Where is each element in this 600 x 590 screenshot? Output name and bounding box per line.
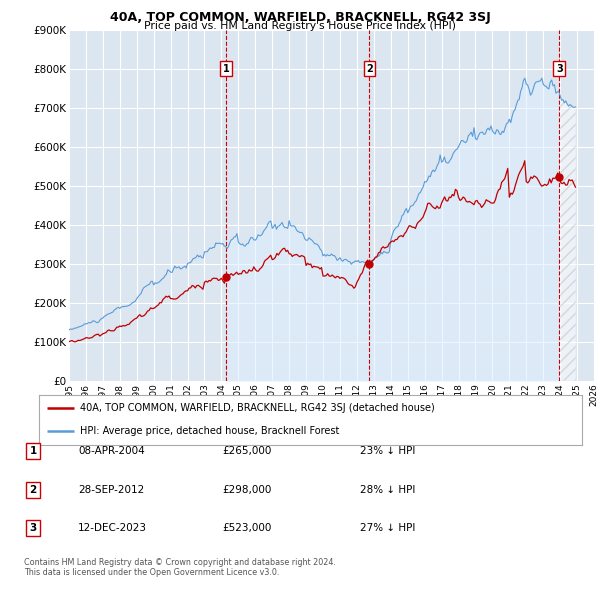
Text: 28-SEP-2012: 28-SEP-2012	[78, 485, 144, 494]
Text: 1: 1	[223, 64, 229, 74]
Text: Contains HM Land Registry data © Crown copyright and database right 2024.
This d: Contains HM Land Registry data © Crown c…	[24, 558, 336, 577]
Text: 1: 1	[29, 447, 37, 456]
Text: £298,000: £298,000	[222, 485, 271, 494]
Text: 40A, TOP COMMON, WARFIELD, BRACKNELL, RG42 3SJ (detached house): 40A, TOP COMMON, WARFIELD, BRACKNELL, RG…	[80, 403, 434, 413]
Text: 23% ↓ HPI: 23% ↓ HPI	[360, 447, 415, 456]
Text: 3: 3	[29, 523, 37, 533]
Text: 3: 3	[556, 64, 563, 74]
Text: £523,000: £523,000	[222, 523, 271, 533]
Text: 2: 2	[29, 485, 37, 494]
Text: 12-DEC-2023: 12-DEC-2023	[78, 523, 147, 533]
Text: 2: 2	[366, 64, 373, 74]
Text: 08-APR-2004: 08-APR-2004	[78, 447, 145, 456]
Text: 27% ↓ HPI: 27% ↓ HPI	[360, 523, 415, 533]
Text: £265,000: £265,000	[222, 447, 271, 456]
Text: Price paid vs. HM Land Registry's House Price Index (HPI): Price paid vs. HM Land Registry's House …	[144, 21, 456, 31]
Text: HPI: Average price, detached house, Bracknell Forest: HPI: Average price, detached house, Brac…	[80, 427, 339, 437]
Text: 40A, TOP COMMON, WARFIELD, BRACKNELL, RG42 3SJ: 40A, TOP COMMON, WARFIELD, BRACKNELL, RG…	[110, 11, 490, 24]
Text: 28% ↓ HPI: 28% ↓ HPI	[360, 485, 415, 494]
